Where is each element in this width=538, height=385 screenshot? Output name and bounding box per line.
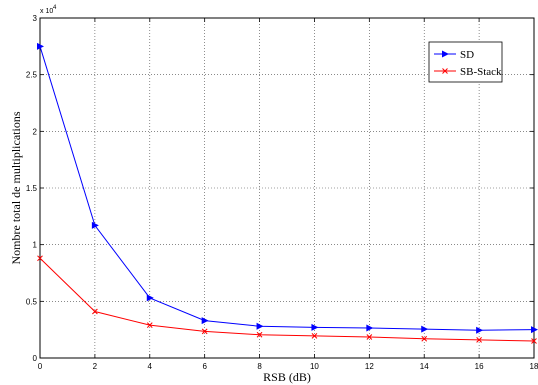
data-point-sd xyxy=(476,326,484,334)
data-point-sd xyxy=(421,325,429,333)
y-tick-label: 2 xyxy=(33,127,38,136)
data-point-stroke xyxy=(37,255,43,262)
data-point-stroke xyxy=(366,334,373,340)
data-point-sd xyxy=(146,294,154,302)
data-point-stroke xyxy=(256,331,263,338)
data-point-sd xyxy=(311,323,319,331)
x-tick-label: 2 xyxy=(93,362,98,371)
y-axis-label: Nombre total de multiplications xyxy=(9,111,23,264)
data-point-sb-stack xyxy=(421,335,428,342)
axis-ticks: 0 2 4 6 8 10 12 14 16 18 0 0.5 1 1.5 2 2.5 3 xyxy=(26,14,538,371)
data-point-sb-stack xyxy=(92,308,98,315)
x-tick-label: 16 xyxy=(475,362,484,371)
x-tick-label: 14 xyxy=(420,362,429,371)
y-tick-label: 1 xyxy=(33,241,38,250)
data-point-stroke xyxy=(531,338,537,344)
data-point-sd xyxy=(366,324,374,332)
data-point-sb-stack xyxy=(476,337,482,343)
data-point-sb-stack xyxy=(366,334,373,340)
series-line-sb-stack xyxy=(39,257,535,342)
data-point-sb-stack xyxy=(37,255,43,262)
data-point-sb-stack xyxy=(531,338,537,344)
legend: SD SB-Stack xyxy=(428,41,503,83)
y-tick-label: 1.5 xyxy=(26,184,38,193)
legend-marker-sb-stack xyxy=(442,68,448,74)
x-tick-label: 8 xyxy=(257,362,262,371)
data-point-sb-stack xyxy=(311,333,318,339)
data-point-stroke xyxy=(146,322,153,328)
data-point-stroke xyxy=(311,333,318,339)
data-point-sd xyxy=(201,317,209,325)
x-axis-label: RSB (dB) xyxy=(263,370,311,384)
data-point-stroke xyxy=(201,328,208,335)
data-point-sd xyxy=(91,221,99,229)
y-tick-label: 0.5 xyxy=(26,297,38,306)
data-point-sb-stack xyxy=(201,328,208,335)
data-point-sd xyxy=(256,322,264,330)
y-multiplier-label: x 10 xyxy=(40,8,53,15)
x-tick-label: 6 xyxy=(202,362,207,371)
data-point-sd xyxy=(531,326,538,334)
legend-label-sd: SD xyxy=(460,49,474,61)
legend-box xyxy=(428,41,503,83)
data-point-stroke xyxy=(476,337,482,343)
data-point-sd xyxy=(37,42,44,50)
legend-marker-sd xyxy=(442,50,449,58)
data-point-stroke xyxy=(421,335,428,342)
y-multiplier-exponent: 4 xyxy=(53,5,57,11)
series-sb-stack xyxy=(37,255,537,344)
series-line-sd xyxy=(39,46,535,331)
series-layer xyxy=(37,42,538,344)
x-tick-label: 4 xyxy=(148,362,153,371)
y-tick-label: 3 xyxy=(33,14,38,23)
x-tick-label: 12 xyxy=(365,362,374,371)
data-point-sb-stack xyxy=(146,322,153,328)
x-tick-label: 18 xyxy=(530,362,538,371)
x-tick-label: 10 xyxy=(310,362,319,371)
data-point-sb-stack xyxy=(256,331,263,338)
y-tick-label: 2.5 xyxy=(26,71,38,80)
series-sd xyxy=(37,42,538,334)
x-tick-label: 0 xyxy=(38,362,43,371)
data-point-stroke xyxy=(92,308,98,315)
legend-label-sb-stack: SB-Stack xyxy=(460,66,502,78)
y-tick-label: 0 xyxy=(33,354,38,363)
grid-lines xyxy=(40,18,534,358)
